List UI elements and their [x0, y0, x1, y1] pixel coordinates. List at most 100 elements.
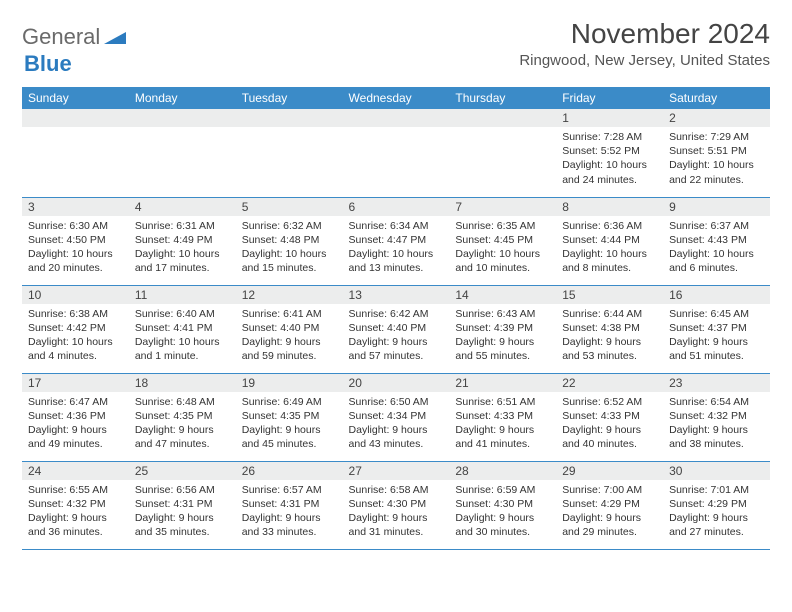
day-number	[129, 109, 236, 127]
calendar-cell: 10Sunrise: 6:38 AMSunset: 4:42 PMDayligh…	[22, 285, 129, 373]
daylight-text: and 17 minutes.	[135, 261, 230, 275]
calendar-header-row: Sunday Monday Tuesday Wednesday Thursday…	[22, 87, 770, 109]
daylight-text: and 35 minutes.	[135, 525, 230, 539]
cell-body: Sunrise: 6:50 AMSunset: 4:34 PMDaylight:…	[343, 392, 450, 456]
sunset-text: Sunset: 4:30 PM	[455, 497, 550, 511]
day-number	[449, 109, 556, 127]
calendar-week-row: 10Sunrise: 6:38 AMSunset: 4:42 PMDayligh…	[22, 285, 770, 373]
calendar-cell: 25Sunrise: 6:56 AMSunset: 4:31 PMDayligh…	[129, 461, 236, 549]
cell-body: Sunrise: 6:58 AMSunset: 4:30 PMDaylight:…	[343, 480, 450, 544]
daylight-text: Daylight: 10 hours	[135, 335, 230, 349]
calendar-cell	[236, 109, 343, 197]
sunrise-text: Sunrise: 6:31 AM	[135, 219, 230, 233]
daylight-text: Daylight: 9 hours	[669, 335, 764, 349]
sunset-text: Sunset: 4:47 PM	[349, 233, 444, 247]
sunset-text: Sunset: 4:33 PM	[562, 409, 657, 423]
calendar-cell: 28Sunrise: 6:59 AMSunset: 4:30 PMDayligh…	[449, 461, 556, 549]
calendar-cell: 11Sunrise: 6:40 AMSunset: 4:41 PMDayligh…	[129, 285, 236, 373]
cell-body: Sunrise: 7:28 AMSunset: 5:52 PMDaylight:…	[556, 127, 663, 191]
sunrise-text: Sunrise: 6:55 AM	[28, 483, 123, 497]
sunset-text: Sunset: 5:52 PM	[562, 144, 657, 158]
sunset-text: Sunset: 4:33 PM	[455, 409, 550, 423]
cell-body: Sunrise: 6:48 AMSunset: 4:35 PMDaylight:…	[129, 392, 236, 456]
day-number: 16	[663, 286, 770, 304]
sunrise-text: Sunrise: 6:59 AM	[455, 483, 550, 497]
calendar-page: General November 2024 Ringwood, New Jers…	[0, 0, 792, 568]
daylight-text: and 53 minutes.	[562, 349, 657, 363]
daylight-text: and 30 minutes.	[455, 525, 550, 539]
sunset-text: Sunset: 4:32 PM	[28, 497, 123, 511]
sunset-text: Sunset: 4:44 PM	[562, 233, 657, 247]
day-number	[236, 109, 343, 127]
day-number: 27	[343, 462, 450, 480]
calendar-cell: 30Sunrise: 7:01 AMSunset: 4:29 PMDayligh…	[663, 461, 770, 549]
calendar-cell: 17Sunrise: 6:47 AMSunset: 4:36 PMDayligh…	[22, 373, 129, 461]
daylight-text: Daylight: 9 hours	[135, 423, 230, 437]
daylight-text: and 6 minutes.	[669, 261, 764, 275]
calendar-cell	[343, 109, 450, 197]
sunset-text: Sunset: 4:35 PM	[135, 409, 230, 423]
daylight-text: Daylight: 10 hours	[669, 247, 764, 261]
daylight-text: Daylight: 10 hours	[135, 247, 230, 261]
day-number: 11	[129, 286, 236, 304]
day-number: 4	[129, 198, 236, 216]
calendar-cell	[129, 109, 236, 197]
calendar-cell	[449, 109, 556, 197]
sunset-text: Sunset: 4:36 PM	[28, 409, 123, 423]
cell-body: Sunrise: 7:01 AMSunset: 4:29 PMDaylight:…	[663, 480, 770, 544]
sunrise-text: Sunrise: 6:47 AM	[28, 395, 123, 409]
logo-text-1: General	[22, 24, 100, 50]
day-number: 18	[129, 374, 236, 392]
sunrise-text: Sunrise: 6:40 AM	[135, 307, 230, 321]
calendar-cell: 18Sunrise: 6:48 AMSunset: 4:35 PMDayligh…	[129, 373, 236, 461]
sunset-text: Sunset: 5:51 PM	[669, 144, 764, 158]
sunrise-text: Sunrise: 7:29 AM	[669, 130, 764, 144]
day-header: Wednesday	[343, 87, 450, 109]
day-number	[22, 109, 129, 127]
daylight-text: and 29 minutes.	[562, 525, 657, 539]
sunset-text: Sunset: 4:40 PM	[242, 321, 337, 335]
daylight-text: Daylight: 10 hours	[242, 247, 337, 261]
daylight-text: Daylight: 9 hours	[562, 335, 657, 349]
day-number: 5	[236, 198, 343, 216]
calendar-cell: 5Sunrise: 6:32 AMSunset: 4:48 PMDaylight…	[236, 197, 343, 285]
daylight-text: and 20 minutes.	[28, 261, 123, 275]
daylight-text: Daylight: 9 hours	[349, 423, 444, 437]
sunset-text: Sunset: 4:29 PM	[562, 497, 657, 511]
cell-body: Sunrise: 6:44 AMSunset: 4:38 PMDaylight:…	[556, 304, 663, 368]
calendar-cell: 6Sunrise: 6:34 AMSunset: 4:47 PMDaylight…	[343, 197, 450, 285]
sunrise-text: Sunrise: 6:42 AM	[349, 307, 444, 321]
cell-body: Sunrise: 7:29 AMSunset: 5:51 PMDaylight:…	[663, 127, 770, 191]
sunrise-text: Sunrise: 6:54 AM	[669, 395, 764, 409]
daylight-text: and 36 minutes.	[28, 525, 123, 539]
daylight-text: and 15 minutes.	[242, 261, 337, 275]
daylight-text: and 41 minutes.	[455, 437, 550, 451]
cell-body: Sunrise: 7:00 AMSunset: 4:29 PMDaylight:…	[556, 480, 663, 544]
sunset-text: Sunset: 4:42 PM	[28, 321, 123, 335]
daylight-text: and 38 minutes.	[669, 437, 764, 451]
sunset-text: Sunset: 4:37 PM	[669, 321, 764, 335]
sunrise-text: Sunrise: 6:36 AM	[562, 219, 657, 233]
sunset-text: Sunset: 4:35 PM	[242, 409, 337, 423]
day-number: 23	[663, 374, 770, 392]
calendar-cell: 22Sunrise: 6:52 AMSunset: 4:33 PMDayligh…	[556, 373, 663, 461]
calendar-cell: 9Sunrise: 6:37 AMSunset: 4:43 PMDaylight…	[663, 197, 770, 285]
daylight-text: and 22 minutes.	[669, 173, 764, 187]
daylight-text: Daylight: 9 hours	[349, 335, 444, 349]
calendar-week-row: 17Sunrise: 6:47 AMSunset: 4:36 PMDayligh…	[22, 373, 770, 461]
daylight-text: and 45 minutes.	[242, 437, 337, 451]
sunrise-text: Sunrise: 6:37 AM	[669, 219, 764, 233]
cell-body: Sunrise: 6:55 AMSunset: 4:32 PMDaylight:…	[22, 480, 129, 544]
cell-body	[343, 127, 450, 187]
calendar-cell: 8Sunrise: 6:36 AMSunset: 4:44 PMDaylight…	[556, 197, 663, 285]
daylight-text: Daylight: 9 hours	[135, 511, 230, 525]
cell-body: Sunrise: 6:56 AMSunset: 4:31 PMDaylight:…	[129, 480, 236, 544]
daylight-text: and 51 minutes.	[669, 349, 764, 363]
calendar-cell	[22, 109, 129, 197]
daylight-text: Daylight: 10 hours	[669, 158, 764, 172]
calendar-cell: 3Sunrise: 6:30 AMSunset: 4:50 PMDaylight…	[22, 197, 129, 285]
sunrise-text: Sunrise: 6:49 AM	[242, 395, 337, 409]
sunrise-text: Sunrise: 6:41 AM	[242, 307, 337, 321]
day-number: 9	[663, 198, 770, 216]
calendar-week-row: 1Sunrise: 7:28 AMSunset: 5:52 PMDaylight…	[22, 109, 770, 197]
